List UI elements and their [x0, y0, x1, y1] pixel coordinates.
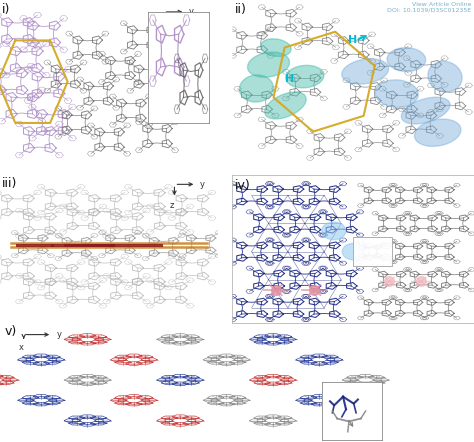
Text: y: y [200, 180, 204, 189]
Ellipse shape [428, 61, 462, 92]
Ellipse shape [264, 92, 306, 119]
Text: y: y [189, 8, 193, 16]
Ellipse shape [375, 80, 418, 107]
FancyBboxPatch shape [353, 237, 392, 267]
Text: y: y [56, 330, 62, 339]
Ellipse shape [247, 52, 290, 77]
Ellipse shape [387, 48, 426, 72]
Ellipse shape [260, 39, 291, 57]
Ellipse shape [239, 75, 273, 102]
Text: v): v) [5, 325, 17, 338]
Ellipse shape [342, 244, 364, 260]
Text: iv): iv) [235, 179, 250, 192]
Ellipse shape [342, 59, 389, 84]
Text: x: x [159, 32, 164, 42]
Text: iii): iii) [2, 177, 18, 191]
Text: ii): ii) [235, 4, 246, 16]
Text: H: H [285, 74, 295, 84]
Ellipse shape [322, 222, 346, 240]
Text: i): i) [2, 4, 10, 16]
Ellipse shape [286, 65, 324, 88]
Text: x: x [18, 343, 23, 352]
Text: View Article Online
DOI: 10.1039/D3SC01235E: View Article Online DOI: 10.1039/D3SC012… [387, 2, 472, 12]
Text: H: H [348, 34, 357, 45]
Ellipse shape [415, 119, 461, 146]
Text: z: z [170, 201, 174, 210]
Ellipse shape [401, 97, 450, 124]
